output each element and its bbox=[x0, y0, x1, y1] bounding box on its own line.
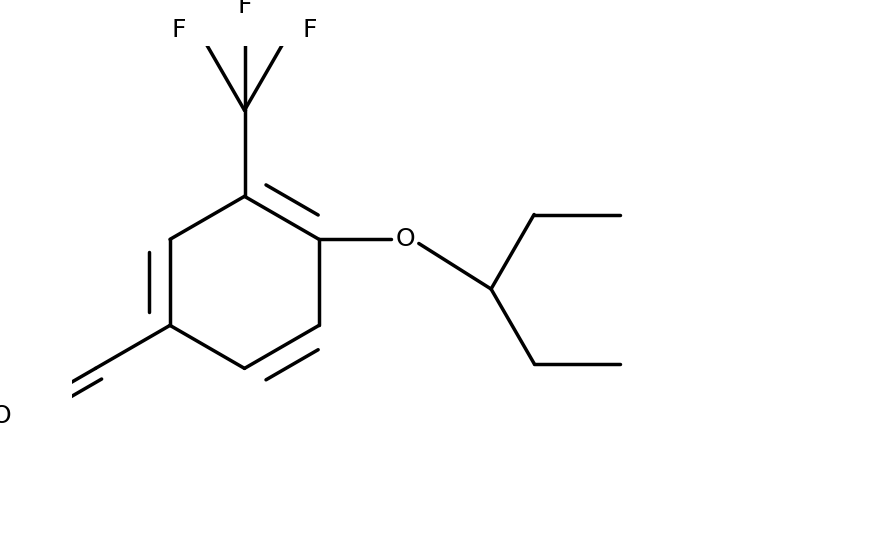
Text: F: F bbox=[172, 18, 186, 42]
Text: O: O bbox=[395, 228, 415, 251]
Text: O: O bbox=[0, 405, 11, 428]
Text: F: F bbox=[303, 18, 317, 42]
Text: F: F bbox=[237, 0, 252, 18]
